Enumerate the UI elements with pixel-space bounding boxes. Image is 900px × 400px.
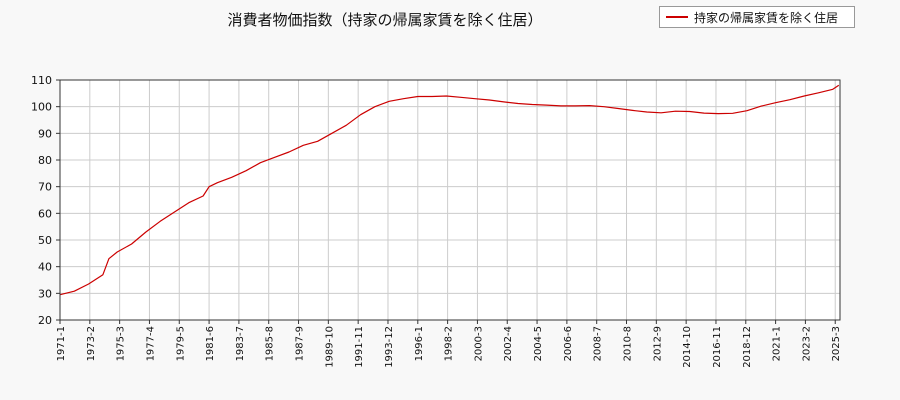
x-tick-label: 1991-11 [354, 326, 365, 368]
legend-label: 持家の帰属家賃を除く住居 [694, 10, 839, 25]
x-tick-label: 1989-10 [324, 326, 335, 368]
x-tick-label: 2008-7 [593, 326, 604, 361]
y-tick-label: 40 [38, 261, 52, 274]
x-tick-label: 2018-12 [742, 326, 753, 368]
plot-area [60, 80, 840, 320]
y-tick-label: 50 [38, 234, 52, 247]
x-tick-label: 1975-3 [116, 326, 127, 361]
x-tick-label: 1998-2 [444, 326, 455, 361]
y-tick-label: 20 [38, 314, 52, 327]
x-tick-label: 1971-1 [56, 326, 67, 361]
legend-swatch [666, 16, 688, 18]
y-tick-label: 110 [31, 74, 52, 87]
y-tick-label: 100 [31, 101, 52, 114]
x-tick-label: 1981-6 [205, 326, 216, 361]
x-tick-label: 2014-10 [682, 326, 693, 368]
series-line [59, 84, 840, 296]
x-tick-label: 2004-5 [533, 326, 544, 361]
x-tick-label: 2000-3 [473, 326, 484, 361]
x-tick-label: 1979-5 [175, 326, 186, 361]
y-tick-label: 70 [38, 181, 52, 194]
y-tick-label: 30 [38, 287, 52, 300]
x-tick-label: 1996-1 [414, 326, 425, 361]
x-tick-label: 2006-6 [563, 326, 574, 361]
legend: 持家の帰属家賃を除く住居 [659, 6, 855, 28]
x-tick-label: 1977-4 [145, 326, 156, 361]
x-tick-label: 1983-7 [235, 326, 246, 361]
chart-title: 消費者物価指数（持家の帰属家賃を除く住居） [227, 11, 543, 29]
y-tick-label: 90 [38, 127, 52, 140]
x-tick-label: 1973-2 [86, 326, 97, 361]
x-tick-label: 2002-4 [503, 326, 514, 361]
y-tick-label: 80 [38, 154, 52, 167]
x-tick-label: 2010-8 [623, 326, 634, 361]
x-tick-label: 2016-11 [712, 326, 723, 368]
plot-frame [59, 79, 841, 321]
y-tick-label: 60 [38, 207, 52, 220]
x-tick-label: 2021-1 [772, 326, 783, 361]
x-tick-label: 2012-9 [652, 326, 663, 361]
x-tick-label: 2025-3 [831, 326, 842, 361]
x-tick-label: 1993-12 [384, 326, 395, 368]
x-tick-label: 1987-9 [295, 326, 306, 361]
x-tick-label: 2023-2 [801, 326, 812, 361]
x-tick-label: 1985-8 [265, 326, 276, 361]
